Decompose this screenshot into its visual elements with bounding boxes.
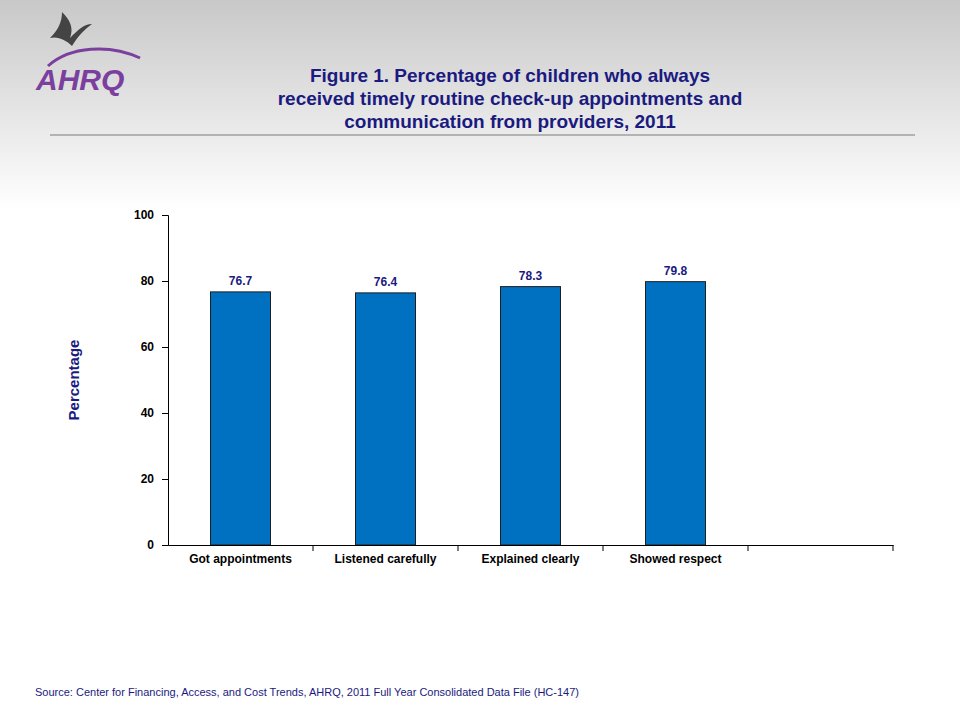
data-labels: 76.7 76.4 78.3 79.8 [229, 264, 688, 289]
bar [501, 287, 561, 545]
logo: AHRQ [35, 12, 140, 96]
x-separator [313, 545, 314, 551]
x-tick-label: Showed respect [629, 552, 721, 566]
bar [211, 292, 271, 545]
y-tick: 60 [141, 340, 168, 354]
y-tick-label: 100 [134, 208, 154, 222]
x-separator [893, 545, 894, 551]
title-line: received timely routine check-up appoint… [278, 88, 743, 109]
y-tick-mark [162, 413, 168, 414]
x-tick: Listened carefully [334, 545, 436, 566]
separator [50, 134, 915, 136]
data-label: 76.7 [229, 274, 253, 288]
x-tick: Showed respect [629, 545, 721, 566]
y-tick-label: 80 [141, 274, 155, 288]
data-label: 76.4 [374, 275, 398, 289]
x-tick: Got appointments [189, 545, 292, 566]
y-tick: 100 [134, 208, 168, 222]
data-label: 78.3 [519, 269, 543, 283]
y-tick-label: 20 [141, 472, 155, 486]
y-tick: 0 [147, 538, 168, 552]
chart: AHRQ Figure 1. Percentage of children who… [0, 0, 960, 720]
y-tick-mark [162, 347, 168, 348]
y-tick: 40 [141, 406, 168, 420]
header-gradient [0, 0, 960, 210]
y-tick-mark [162, 281, 168, 282]
x-tick-label: Listened carefully [334, 552, 436, 566]
y-tick-mark [162, 215, 168, 216]
background [0, 0, 960, 720]
x-axis-line [169, 545, 894, 546]
x-separator [748, 545, 749, 551]
x-axis: Got appointments Listened carefully Explai… [169, 545, 894, 566]
x-tick: Explained clearly [481, 545, 579, 566]
x-separator [458, 545, 459, 551]
title: Figure 1. Percentage of children who alw… [278, 65, 743, 132]
y-tick-label: 40 [141, 406, 155, 420]
y-tick: 80 [141, 274, 168, 288]
x-separators [313, 545, 893, 551]
y-axis: 0 20 40 60 80 100 [134, 208, 169, 552]
y-tick-mark [162, 545, 168, 546]
x-tick-label: Explained clearly [481, 552, 579, 566]
source: Source: Center for Financing, Access, an… [35, 686, 579, 698]
logo-emblem [50, 12, 92, 46]
y-tick-label: 0 [147, 538, 154, 552]
y-axis-line [162, 216, 169, 546]
y-tick: 20 [141, 472, 168, 486]
title-line: Figure 1. Percentage of children who alw… [310, 65, 710, 86]
bar [356, 293, 416, 545]
y-tick-label: 60 [141, 340, 155, 354]
title-line: communication from providers, 2011 [344, 111, 676, 132]
logo-text: AHRQ [35, 63, 124, 96]
y-axis-title: Percentage [65, 340, 82, 421]
x-separator [603, 545, 604, 551]
bars [211, 282, 706, 545]
bar [646, 282, 706, 545]
y-tick-mark [162, 479, 168, 480]
x-tick-label: Got appointments [189, 552, 292, 566]
data-label: 79.8 [664, 264, 688, 278]
